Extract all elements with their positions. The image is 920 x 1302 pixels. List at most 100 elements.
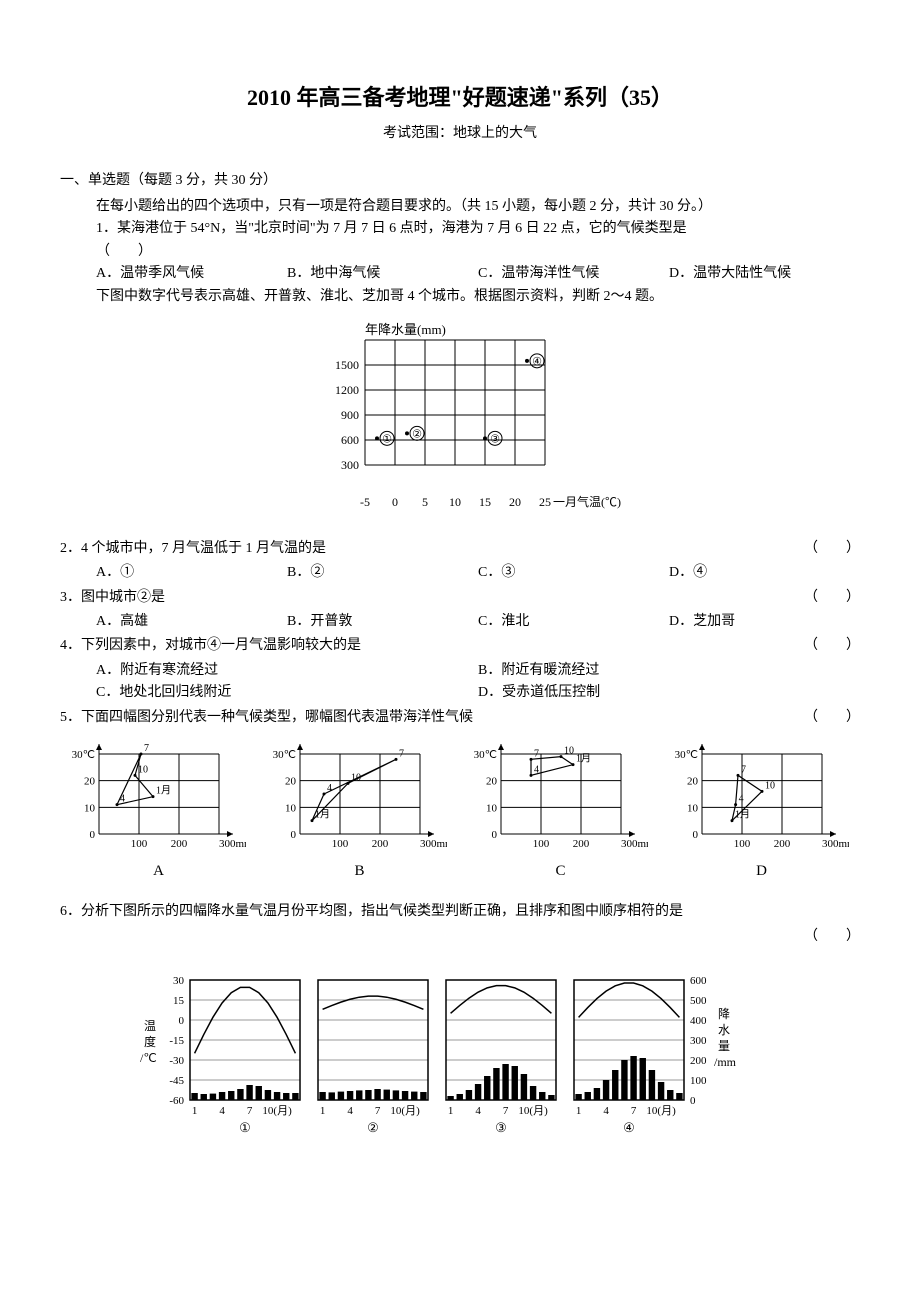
svg-text:7: 7 — [741, 764, 746, 775]
svg-text:降: 降 — [718, 1007, 730, 1021]
svg-text:200: 200 — [372, 838, 389, 849]
svg-text:30℃: 30℃ — [675, 749, 698, 761]
q1-opt-d: D．温带大陆性气候 — [669, 263, 860, 285]
q4-opt-b: B．附近有暖流经过 — [478, 660, 860, 682]
svg-text:4: 4 — [347, 1105, 353, 1117]
svg-text:③: ③ — [495, 1120, 507, 1135]
mini-chart-c: 0102030℃100200300mm47101月 C — [473, 739, 648, 883]
chart-b-svg: 0102030℃100200300mm47101月 — [272, 739, 447, 849]
mini-chart-a: 0102030℃100200300mm47101月 A — [71, 739, 246, 883]
svg-text:20: 20 — [509, 495, 521, 509]
q3: 3．图中城市②是 （ ） — [60, 587, 860, 609]
svg-text:300mm: 300mm — [621, 838, 648, 849]
svg-text:20: 20 — [84, 776, 96, 788]
svg-text:300: 300 — [341, 458, 359, 472]
svg-text:0: 0 — [392, 495, 398, 509]
page-title: 2010 年高三备考地理"好题速递"系列（35） — [60, 80, 860, 115]
q6-paren-row: （ ） — [60, 926, 860, 948]
q4-opt-c: C．地处北回归线附近 — [96, 682, 478, 704]
svg-text:10: 10 — [138, 764, 148, 775]
q2-opt-c: C．③ — [478, 562, 669, 584]
svg-text:1: 1 — [448, 1105, 454, 1117]
svg-text:300mm: 300mm — [822, 838, 849, 849]
q2: 2．4 个城市中，7 月气温低于 1 月气温的是 （ ） — [60, 538, 860, 560]
svg-text:/℃: /℃ — [140, 1051, 157, 1065]
svg-text:15: 15 — [173, 995, 185, 1007]
svg-text:20: 20 — [486, 776, 498, 788]
svg-text:600: 600 — [341, 433, 359, 447]
svg-text:10: 10 — [84, 802, 96, 814]
svg-text:10(月): 10(月) — [518, 1105, 548, 1117]
svg-text:10: 10 — [285, 802, 297, 814]
svg-text:30℃: 30℃ — [72, 749, 95, 761]
svg-text:7: 7 — [399, 748, 404, 759]
q1-paren: （ ） — [96, 241, 860, 263]
svg-text:1: 1 — [320, 1105, 326, 1117]
chart-a-label: A — [71, 859, 246, 883]
svg-text:200: 200 — [171, 838, 188, 849]
svg-text:7: 7 — [534, 748, 539, 759]
svg-text:600: 600 — [690, 975, 707, 987]
svg-text:10: 10 — [564, 746, 574, 757]
svg-text:30: 30 — [173, 975, 185, 987]
svg-text:-30: -30 — [169, 1055, 184, 1067]
q4-stem: 4．下列因素中，对城市④一月气温影响较大的是 — [60, 638, 361, 653]
q5-stem: 5．下面四幅图分别代表一种气候类型，哪幅图代表温带海洋性气候 — [60, 710, 473, 725]
q2-opt-d: D．④ — [669, 562, 860, 584]
chart-b-label: B — [272, 859, 447, 883]
svg-text:10: 10 — [765, 780, 775, 791]
svg-text:0: 0 — [291, 829, 297, 841]
svg-text:300: 300 — [690, 1035, 707, 1047]
svg-text:0: 0 — [90, 829, 96, 841]
svg-text:300mm: 300mm — [420, 838, 447, 849]
q1-opt-b: B．地中海气候 — [287, 263, 478, 285]
svg-text:④: ④ — [623, 1120, 635, 1135]
chart-d-svg: 0102030℃100200300mm47101月 — [674, 739, 849, 849]
svg-text:100: 100 — [533, 838, 550, 849]
chart1-container: 年降水量(mm)-5051015202530060090012001500一月气… — [60, 320, 860, 520]
svg-text:量: 量 — [718, 1039, 730, 1053]
svg-text:20: 20 — [285, 776, 297, 788]
q4-options-1: A．附近有寒流经过 B．附近有暖流经过 — [96, 660, 860, 682]
svg-text:30℃: 30℃ — [474, 749, 497, 761]
chart-a-svg: 0102030℃100200300mm47101月 — [71, 739, 246, 849]
svg-text:1月: 1月 — [315, 809, 330, 821]
q3-opt-b: B．开普敦 — [287, 611, 478, 633]
svg-text:7: 7 — [631, 1105, 637, 1117]
svg-text:0: 0 — [492, 829, 498, 841]
q3-paren: （ ） — [804, 587, 860, 609]
svg-text:1: 1 — [192, 1105, 198, 1117]
q6-stem: 6．分析下图所示的四幅降水量气温月份平均图，指出气候类型判断正确，且排序和图中顺… — [60, 904, 683, 919]
svg-text:100: 100 — [332, 838, 349, 849]
svg-text:4: 4 — [739, 794, 744, 805]
q5: 5．下面四幅图分别代表一种气候类型，哪幅图代表温带海洋性气候 （ ） — [60, 707, 860, 729]
svg-text:5: 5 — [422, 495, 428, 509]
svg-text:年降水量(mm): 年降水量(mm) — [365, 322, 446, 337]
svg-text:100: 100 — [131, 838, 148, 849]
q4-options-2: C．地处北回归线附近 D．受赤道低压控制 — [96, 682, 860, 704]
svg-text:1200: 1200 — [335, 383, 359, 397]
svg-text:100: 100 — [734, 838, 751, 849]
svg-text:30℃: 30℃ — [273, 749, 296, 761]
svg-text:4: 4 — [120, 794, 125, 805]
svg-text:1月: 1月 — [576, 753, 591, 765]
svg-text:水: 水 — [718, 1023, 730, 1037]
mini-chart-b: 0102030℃100200300mm47101月 B — [272, 739, 447, 883]
q2-stem: 2．4 个城市中，7 月气温低于 1 月气温的是 — [60, 541, 326, 556]
q2-paren: （ ） — [804, 538, 860, 560]
climographs-svg: 30150-15-30-45-60温度/℃14710(月)①14710(月)②1… — [130, 960, 790, 1150]
svg-text:4: 4 — [219, 1105, 225, 1117]
mini-chart-d: 0102030℃100200300mm47101月 D — [674, 739, 849, 883]
svg-text:10: 10 — [486, 802, 498, 814]
q5-paren: （ ） — [804, 707, 860, 729]
svg-text:②: ② — [412, 428, 422, 440]
svg-text:7: 7 — [144, 743, 149, 754]
svg-text:300mm: 300mm — [219, 838, 246, 849]
q3-opt-a: A．高雄 — [96, 611, 287, 633]
svg-text:4: 4 — [475, 1105, 481, 1117]
chart1-intro: 下图中数字代号表示高雄、开普敦、淮北、芝加哥 4 个城市。根据图示资料，判断 2… — [96, 286, 860, 308]
svg-text:①: ① — [382, 433, 392, 445]
svg-text:25: 25 — [539, 495, 551, 509]
svg-text:10(月): 10(月) — [390, 1105, 420, 1117]
q4-paren: （ ） — [804, 635, 860, 657]
